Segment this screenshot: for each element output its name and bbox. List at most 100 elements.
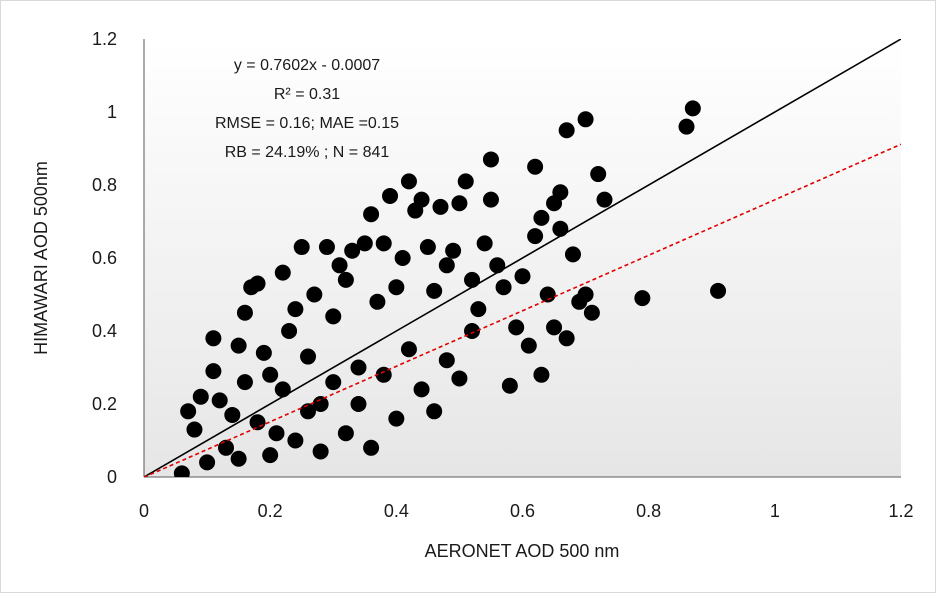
data-point — [356, 235, 373, 252]
data-point — [318, 239, 335, 256]
data-point — [445, 242, 462, 259]
x-tick-label: 0.2 — [258, 501, 283, 521]
data-point — [464, 271, 481, 288]
data-point — [520, 337, 537, 354]
data-point — [438, 257, 455, 274]
annotation-line: RB = 24.19% ; N = 841 — [225, 144, 390, 161]
data-point — [281, 323, 298, 339]
data-point — [312, 396, 329, 412]
data-point — [577, 111, 594, 128]
one-to-one-line — [144, 39, 901, 477]
y-tick-label: 0.8 — [92, 175, 117, 195]
data-point — [400, 341, 417, 358]
data-point — [192, 388, 209, 405]
data-point — [596, 191, 613, 208]
annotation-line: y = 0.7602x - 0.0007 — [234, 57, 380, 74]
data-point — [539, 286, 556, 303]
data-point — [337, 425, 354, 442]
data-point — [375, 235, 392, 252]
x-tick-labels: 0 0.2 0.4 0.6 0.8 1 1.2 — [139, 501, 914, 521]
y-tick-label: 0.4 — [92, 321, 117, 341]
data-point — [255, 344, 272, 361]
data-point — [678, 118, 695, 135]
data-point — [552, 220, 569, 237]
data-point — [426, 403, 443, 420]
data-points — [173, 100, 727, 477]
data-point — [388, 410, 405, 427]
data-point — [268, 425, 285, 442]
data-point — [350, 396, 367, 412]
data-point — [501, 377, 518, 394]
data-point — [325, 308, 342, 325]
y-tick-label: 0.6 — [92, 248, 117, 268]
data-point — [432, 198, 449, 215]
data-point — [293, 239, 310, 256]
data-point — [350, 359, 367, 376]
data-point — [205, 330, 222, 347]
data-point — [514, 268, 531, 285]
data-point — [218, 439, 235, 456]
data-point — [249, 275, 266, 292]
y-tick-label: 0 — [107, 467, 117, 487]
y-tick-label: 1 — [107, 102, 117, 122]
trend-lines — [144, 39, 901, 477]
data-point — [451, 195, 468, 212]
data-point — [363, 439, 380, 456]
data-point — [382, 187, 399, 204]
data-point — [186, 421, 203, 438]
annotation-line: R² = 0.31 — [274, 86, 340, 103]
data-point — [558, 330, 575, 347]
data-point — [363, 206, 380, 223]
x-tick-label: 0.8 — [636, 501, 661, 521]
annotation-line: RMSE = 0.16; MAE =0.15 — [215, 115, 399, 132]
x-axis-title: AERONET AOD 500 nm — [425, 541, 620, 561]
data-point — [482, 191, 499, 208]
data-point — [533, 366, 550, 383]
data-point — [426, 282, 443, 299]
data-point — [546, 319, 563, 336]
y-axis-title: HIMAWARI AOD 500nm — [31, 161, 51, 355]
data-point — [419, 239, 436, 256]
x-tick-label: 0.4 — [384, 501, 409, 521]
data-point — [394, 250, 411, 266]
data-point — [451, 370, 468, 387]
data-point — [558, 122, 575, 139]
data-point — [527, 228, 544, 245]
data-point — [331, 257, 348, 274]
data-point — [211, 392, 228, 409]
data-point — [337, 271, 354, 288]
data-point — [684, 100, 701, 117]
data-point — [552, 184, 569, 201]
data-point — [577, 286, 594, 303]
data-point — [413, 191, 430, 208]
data-point — [527, 158, 544, 175]
x-tick-label: 1.2 — [888, 501, 913, 521]
data-point — [230, 450, 247, 467]
y-tick-label: 0.2 — [92, 394, 117, 414]
data-point — [180, 403, 197, 420]
x-tick-label: 0.6 — [510, 501, 535, 521]
data-point — [482, 151, 499, 168]
data-point — [262, 366, 279, 383]
data-point — [533, 209, 550, 226]
data-point — [400, 173, 417, 190]
data-point — [224, 406, 241, 423]
data-point — [249, 414, 266, 431]
data-point — [375, 366, 392, 383]
data-point — [325, 374, 342, 391]
data-point — [413, 381, 430, 398]
data-point — [199, 454, 216, 471]
data-point — [287, 432, 304, 449]
data-point — [344, 242, 361, 259]
data-point — [205, 363, 222, 380]
data-point — [300, 403, 317, 420]
data-point — [583, 304, 600, 321]
data-point — [470, 301, 487, 318]
data-point — [710, 282, 727, 299]
data-point — [438, 352, 455, 369]
x-tick-label: 1 — [770, 501, 780, 521]
data-point — [287, 301, 304, 318]
y-tick-label: 1.2 — [92, 29, 117, 49]
